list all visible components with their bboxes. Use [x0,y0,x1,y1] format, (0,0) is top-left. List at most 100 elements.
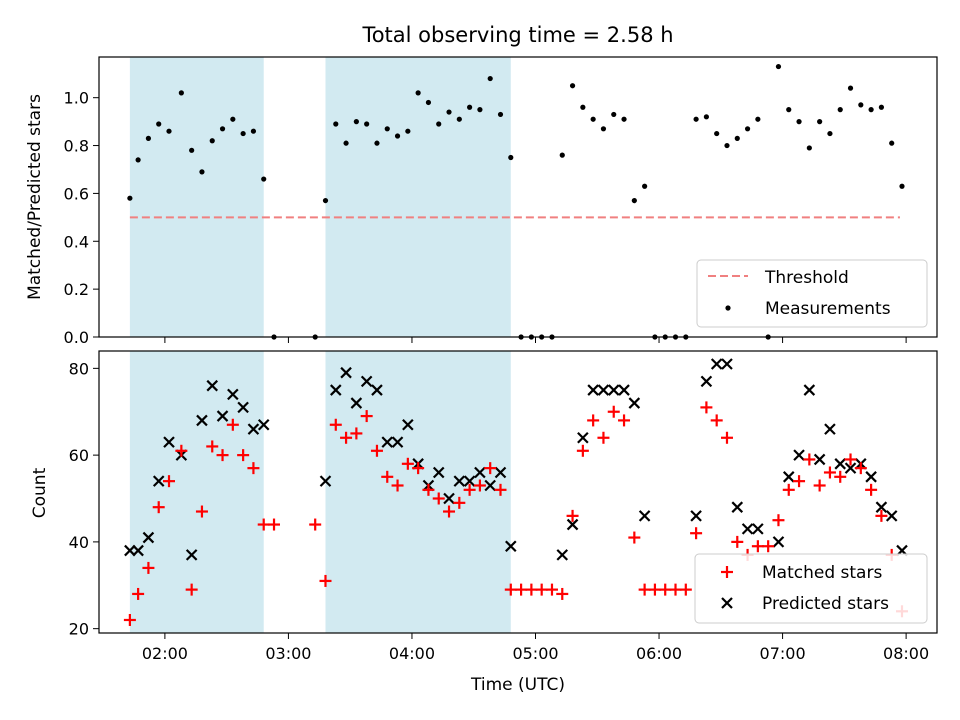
matched-star-marker [504,583,517,596]
x-tick-label: 07:00 [760,644,806,663]
legend-matched-swatch [721,566,733,578]
predicted-star-marker [731,501,744,513]
legend-predicted-swatch [721,597,733,609]
predicted-star-marker [330,384,342,396]
matched-star-marker [875,509,888,522]
predicted-star-marker [803,384,816,396]
matched-star-marker [142,561,155,574]
measurement-point [219,126,226,132]
measurement-point [899,183,905,189]
measurement-point [611,111,617,118]
matched-star-marker [422,483,435,496]
legend-threshold-label: Threshold [764,268,849,288]
x-tick-label: 06:00 [636,644,682,663]
matched-star-marker [484,462,497,475]
measurement-point [878,104,885,110]
ratio-y-ticks: 0.0 0.2 0.4 0.6 0.8 1.0 [64,89,99,347]
matched-star-marker [360,410,373,423]
measurement-point [384,126,390,132]
measurement-point [353,119,359,125]
matched-star-marker [690,527,703,540]
matched-star-marker [700,401,713,414]
matched-star-marker [401,457,414,470]
measurement-point [189,147,195,153]
count-legend: Matched stars Predicted stars [694,553,928,624]
matched-star-marker [628,531,641,544]
matched-star-marker [844,453,857,466]
matched-star-marker [195,505,208,518]
predicted-star-marker [124,544,136,557]
matched-star-marker [782,483,795,496]
predicted-star-marker [772,536,785,548]
predicted-star-marker [163,436,175,448]
predicted-star-marker [813,453,826,466]
measurement-point [703,114,709,120]
measurement-point [508,154,514,161]
x-axis-label: Time (UTC) [470,675,565,695]
x-tick-label: 03:00 [265,644,311,663]
predicted-star-marker [484,479,496,492]
measurement-point [250,128,257,134]
measurement-point [446,109,452,115]
observing-bands [129,351,511,633]
matched-star-marker [751,540,764,553]
predicted-star-marker [142,531,155,544]
predicted-star-marker [607,384,620,396]
measurement-point [755,116,761,122]
matched-star-marker [597,431,610,444]
observing-band [325,351,511,633]
legend-matched-label: Matched stars [762,563,882,583]
predicted-star-marker [257,418,270,431]
measurement-point [642,183,648,189]
ratio-legend-box [696,259,928,328]
predicted-star-marker [752,523,764,535]
measurement-point [497,111,504,118]
predicted-star-marker [391,436,404,448]
predicted-star-marker [402,418,414,431]
matched-star-marker [226,418,239,431]
measurement-point [156,121,162,127]
measurement-point [405,128,411,134]
matched-star-marker [370,444,383,457]
predicted-star-marker [432,466,445,479]
matched-star-marker [803,453,816,466]
x-tick-label: 02:00 [142,644,188,663]
legend-predicted-label: Predicted stars [762,594,889,614]
observing-band [129,351,264,633]
predicted-star-marker [350,397,363,409]
measurement-point [734,135,740,141]
predicted-star-marker [371,384,383,396]
predicted-star-marker [206,379,219,392]
measurement-point [817,119,823,125]
matched-star-marker [556,587,569,600]
matched-star-marker [268,518,281,531]
predicted-star-marker [700,375,713,388]
matched-star-marker [329,418,342,431]
measurement-point [837,107,843,113]
measurement-point [166,128,172,134]
matched-star-marker [412,462,425,475]
predicted-star-marker [566,518,579,531]
matched-star-marker [607,405,620,418]
predicted-star-marker [152,475,165,487]
observing-band [129,57,264,337]
predicted-star-marker [618,384,630,396]
matched-star-marker [463,483,476,496]
matched-star-marker [535,583,548,596]
predicted-star-marker [597,384,610,396]
matched-star-marker [453,496,466,509]
matched-star-marker [720,431,733,444]
measurement-point [621,116,627,122]
measurement-point [786,107,792,113]
y-tick-label: 20 [69,620,89,639]
observing-bands [129,57,511,337]
matched-star-marker [865,483,878,496]
x-tick-label: 04:00 [389,644,435,663]
matched-star-marker [257,518,270,531]
count-y-axis-label: Count [30,467,50,518]
matched-star-marker [432,492,445,505]
ratio-x-ticks [164,337,907,343]
count-x-ticks: 02:00 03:00 04:00 05:00 06:00 07:00 08:00 [142,633,929,663]
